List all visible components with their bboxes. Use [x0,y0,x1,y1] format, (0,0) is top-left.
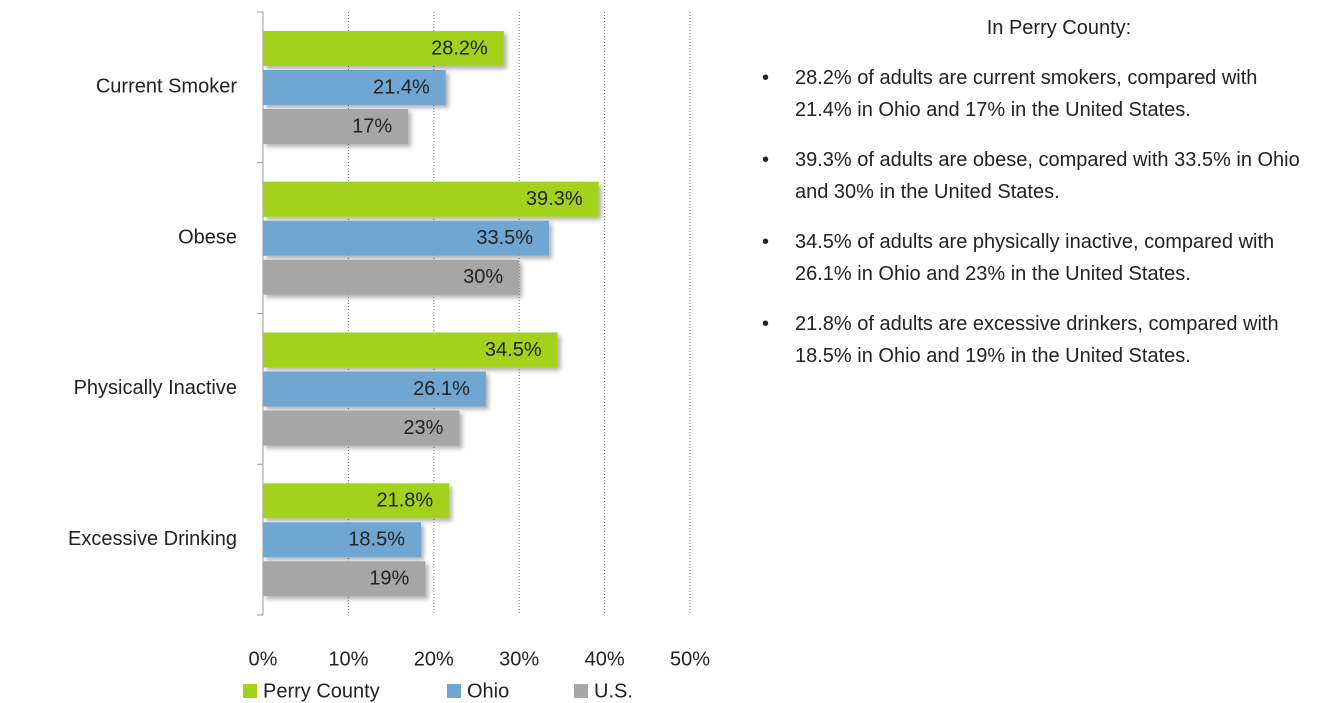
value-label: 39.3% [526,188,583,210]
x-tick-label: 0% [249,648,278,670]
bar [263,522,421,558]
value-label: 30% [463,266,503,288]
note-item: 34.5% of adults are physically inactive,… [760,226,1305,290]
bar [263,561,426,597]
legend-label: Ohio [467,680,509,702]
notes-list: 28.2% of adults are current smokers, com… [760,62,1340,372]
value-label: 19% [369,568,409,590]
note-item: 28.2% of adults are current smokers, com… [760,62,1305,126]
bar [263,109,409,144]
x-tick-label: 40% [585,648,625,670]
bar [263,483,450,519]
note-item: 21.8% of adults are excessive drinkers, … [760,308,1305,372]
value-label: 18.5% [348,529,405,551]
value-label: 17% [352,115,392,137]
bar [263,371,486,407]
legend-swatch [447,684,461,698]
x-tick-label: 20% [414,648,454,670]
value-label: 34.5% [485,339,542,361]
bar [263,70,446,105]
note-item: 39.3% of adults are obese, compared with… [760,144,1305,208]
x-tick-label: 50% [670,648,710,670]
x-tick-label: 30% [499,648,539,670]
y-tick-label: Physically Inactive [74,377,237,399]
bar [263,220,550,256]
y-tick-label: Obese [178,226,237,248]
notes-panel: In Perry County: 28.2% of adults are cur… [760,12,1340,390]
legend-swatch [574,684,588,698]
bar [263,181,599,217]
x-tick-label: 10% [328,648,368,670]
value-label: 21.4% [373,76,430,98]
bar [263,31,504,66]
legend-swatch [243,684,257,698]
y-tick-label: Excessive Drinking [68,528,237,550]
legend-label: Perry County [263,680,380,702]
value-label: 33.5% [476,227,533,249]
bar [263,332,558,368]
value-label: 28.2% [431,37,488,59]
legend-label: U.S. [594,680,633,702]
value-label: 26.1% [413,378,470,400]
value-label: 21.8% [376,490,433,512]
y-tick-label: Current Smoker [96,76,237,98]
chart: 0% 10% 20% 30% 40% 50% Current Smoker 28.2%21.4… [68,11,710,702]
notes-heading: In Perry County: [986,17,1132,39]
bar [263,259,520,295]
bar [263,410,460,446]
value-label: 23% [403,417,443,439]
